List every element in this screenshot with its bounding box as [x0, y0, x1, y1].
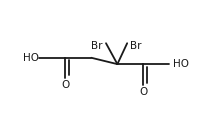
Text: Br: Br	[91, 41, 103, 51]
Text: Br: Br	[130, 41, 142, 51]
Text: O: O	[139, 87, 148, 97]
Text: HO: HO	[23, 53, 39, 63]
Text: O: O	[61, 80, 70, 90]
Text: HO: HO	[173, 59, 189, 69]
